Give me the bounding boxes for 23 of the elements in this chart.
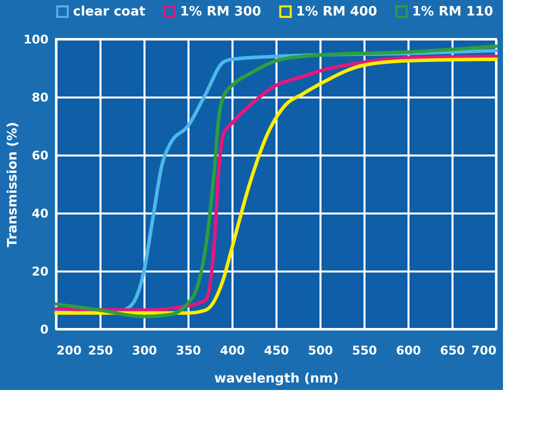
x-tick-label: 300	[132, 344, 158, 358]
legend-label: 1% RM 300	[180, 4, 262, 20]
x-tick-label: 550	[352, 344, 378, 358]
x-tick-label: 600	[396, 344, 422, 358]
y-tick-label: 60	[32, 148, 48, 162]
x-tick-label: 700	[471, 344, 496, 358]
legend-label: 1% RM 110	[412, 4, 494, 20]
x-tick-label: 350	[176, 344, 202, 358]
legend-label: 1% RM 400	[296, 4, 378, 20]
y-tick-label: 0	[40, 322, 48, 336]
y-tick-label: 40	[32, 206, 48, 220]
x-tick-label: 250	[88, 344, 114, 358]
x-tick-label: 650	[440, 344, 466, 358]
x-tick-label: 200	[56, 344, 82, 358]
x-axis-title: wavelength (nm)	[214, 372, 339, 386]
x-tick-label: 500	[308, 344, 334, 358]
x-tick-label: 450	[264, 344, 290, 358]
y-tick-label: 20	[32, 264, 48, 278]
y-axis-title: Transmission (%)	[5, 122, 20, 248]
legend-label: clear coat	[73, 4, 146, 20]
y-tick-label: 100	[23, 32, 48, 46]
x-tick-label: 400	[220, 344, 246, 358]
y-tick-label: 80	[32, 90, 48, 104]
